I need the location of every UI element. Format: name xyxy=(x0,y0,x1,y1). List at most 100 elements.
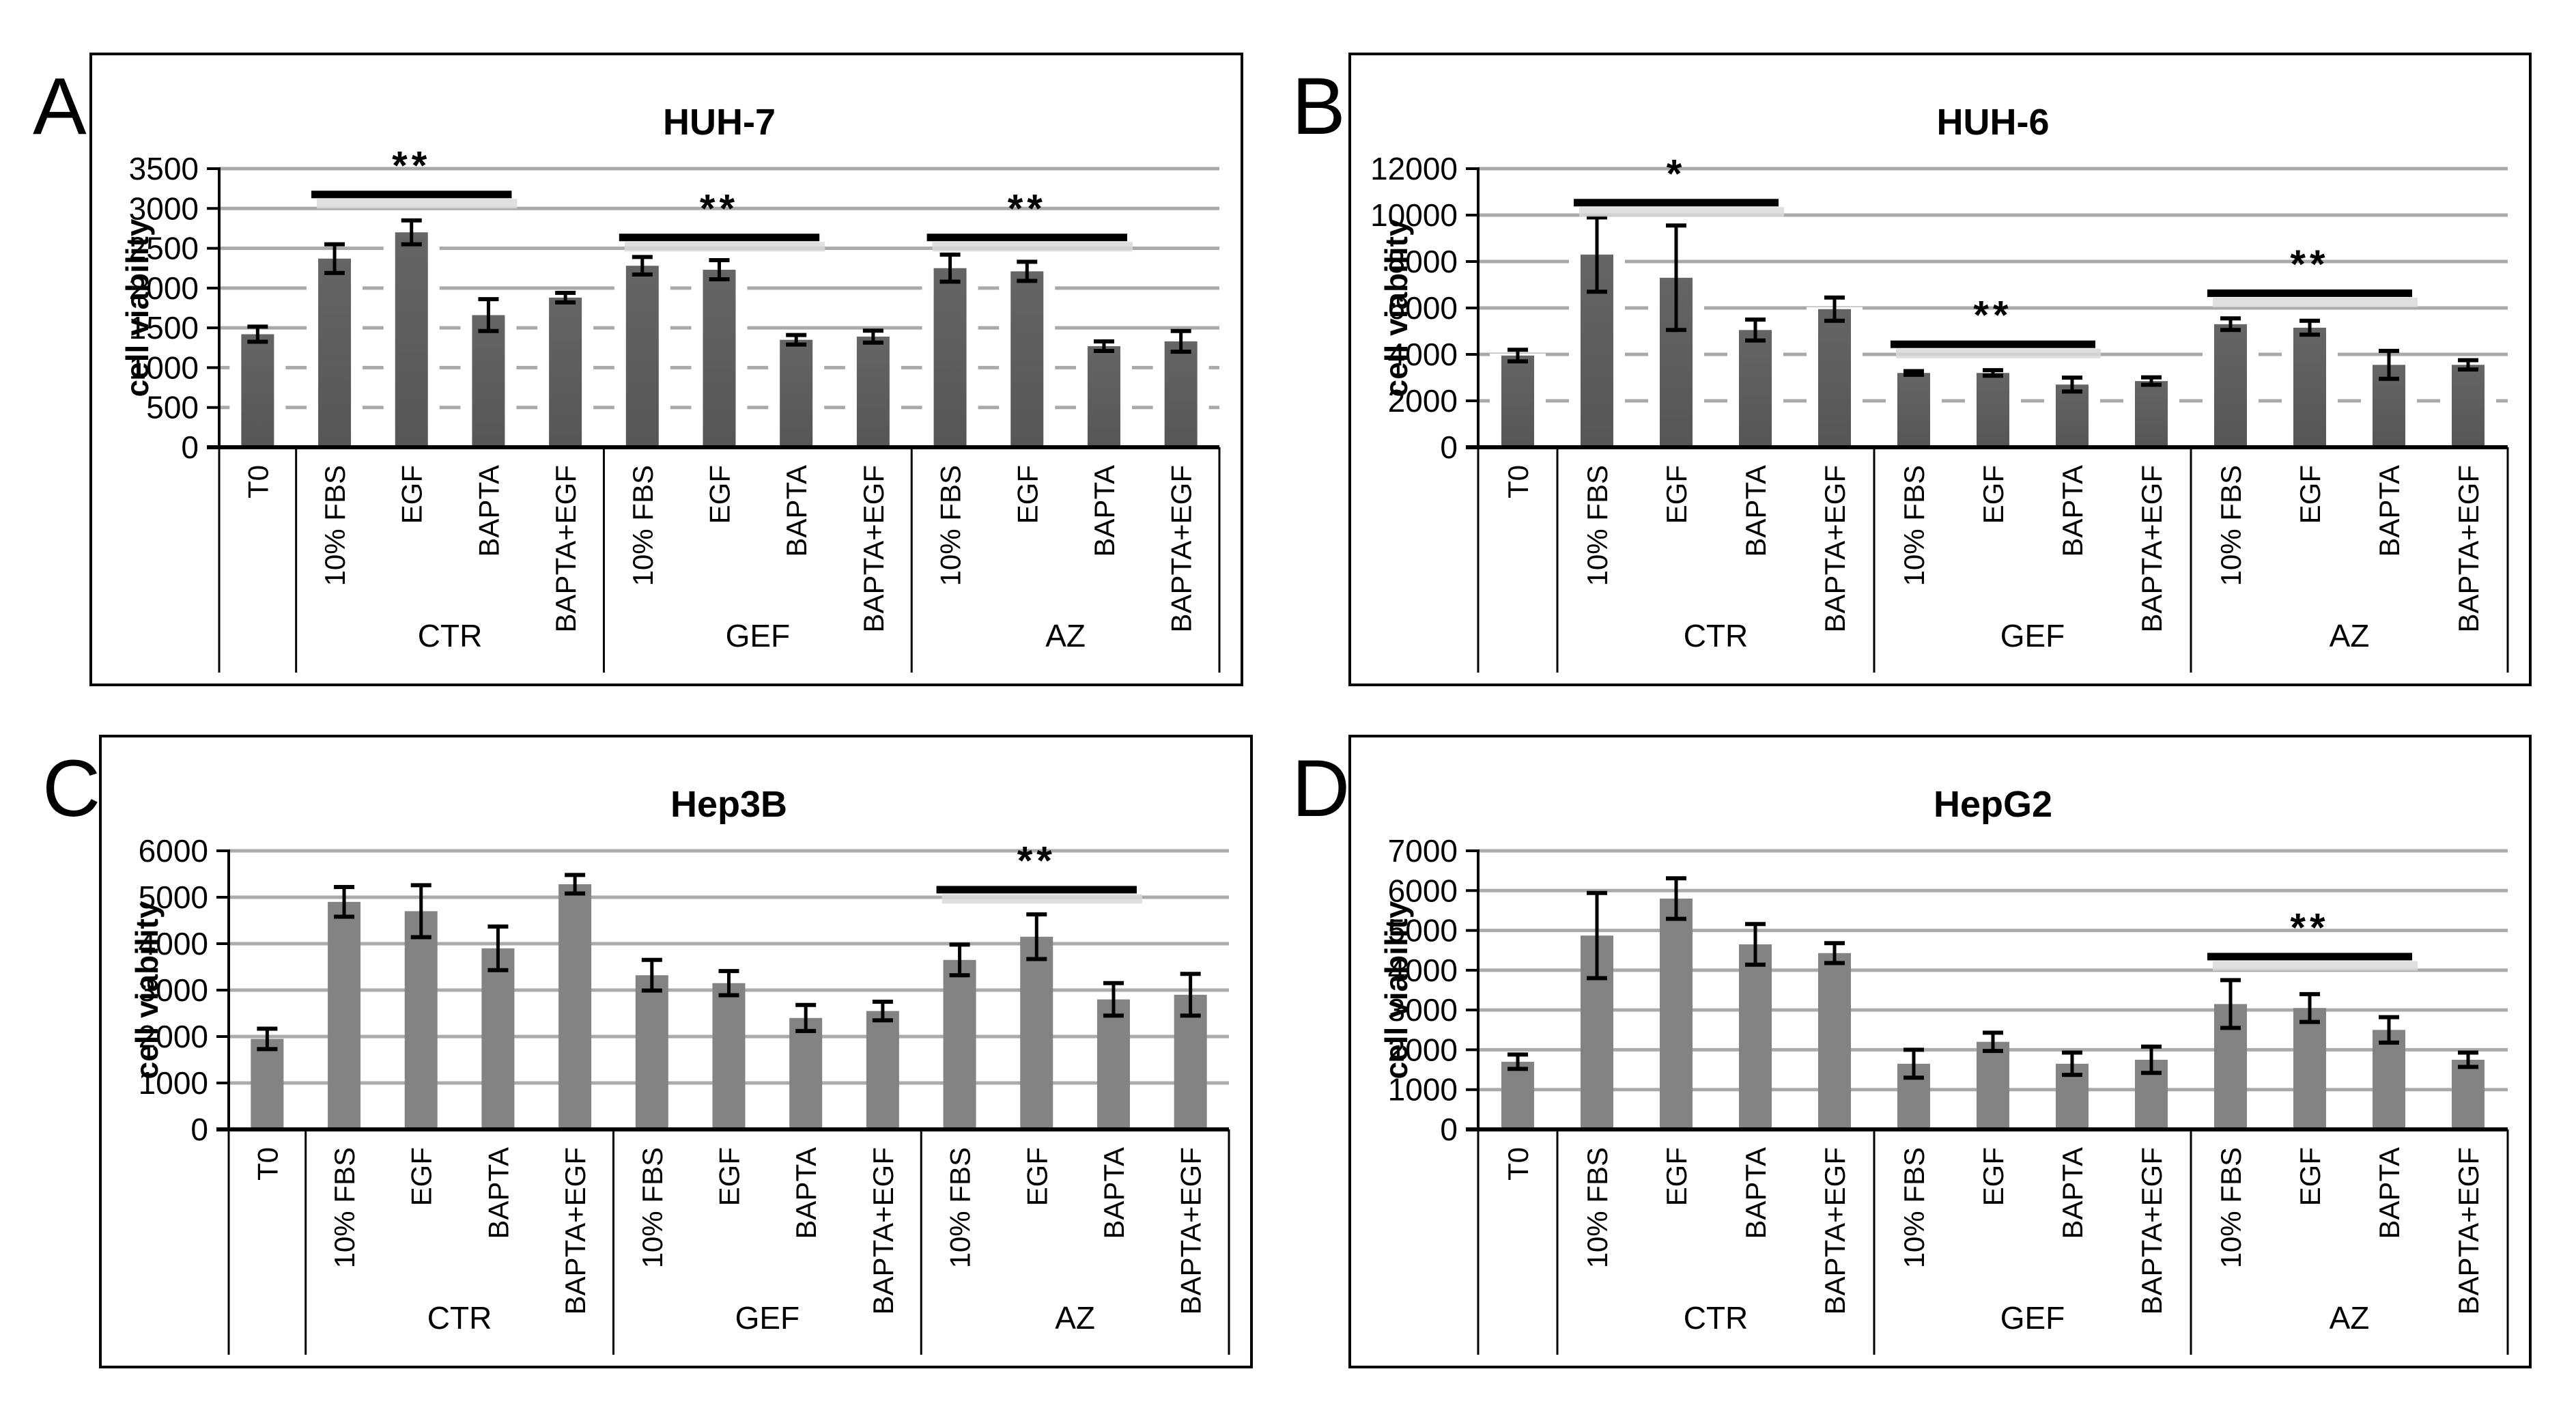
bar xyxy=(251,1039,284,1129)
significance-bracket-shadow xyxy=(1896,348,2101,358)
y-axis-tick-label: 3000 xyxy=(139,972,208,1008)
bar xyxy=(1020,936,1053,1129)
category-label: T0 xyxy=(1502,465,1534,498)
y-axis-tick-label: 2000 xyxy=(139,1019,208,1054)
y-axis-tick-label: 2000 xyxy=(1388,383,1458,419)
y-axis-tick-label: 3500 xyxy=(129,151,199,186)
significance-bracket xyxy=(2207,953,2412,961)
category-label: BAPTA xyxy=(780,465,812,557)
category-label: EGF xyxy=(1660,1147,1693,1206)
category-label: BAPTA xyxy=(1740,465,1772,557)
bar xyxy=(1010,271,1044,447)
significance-bracket-shadow xyxy=(1579,207,1784,217)
group-label: CTR xyxy=(1684,1300,1749,1336)
bar xyxy=(712,983,746,1129)
category-label: EGF xyxy=(2294,1147,2326,1206)
bar xyxy=(1096,999,1130,1129)
category-label: BAPTA xyxy=(472,465,505,557)
category-label: 10% FBS xyxy=(2215,465,2247,586)
y-axis-tick-label: 1500 xyxy=(129,310,199,346)
significance-label: ** xyxy=(1973,294,2012,338)
bar xyxy=(549,297,582,447)
bar xyxy=(1818,309,1851,447)
category-label: BAPTA+EGF xyxy=(1175,1147,1207,1314)
category-label: BAPTA+EGF xyxy=(2136,1147,2168,1314)
category-label: BAPTA+EGF xyxy=(867,1147,899,1314)
panel-title: HepG2 xyxy=(1934,784,2052,825)
y-axis-tick-label: 7000 xyxy=(1388,833,1458,869)
bar xyxy=(789,1017,823,1129)
significance-bracket xyxy=(619,234,820,242)
panel-letter: D xyxy=(1292,744,1350,834)
category-label: 10% FBS xyxy=(1581,1147,1613,1268)
group-label: CTR xyxy=(418,618,483,653)
y-axis-tick-label: 4000 xyxy=(139,926,208,961)
panel-box xyxy=(99,735,1253,1368)
bar xyxy=(472,315,505,447)
bar xyxy=(2293,1008,2326,1129)
significance-label: ** xyxy=(1017,839,1056,883)
group-label: GEF xyxy=(2000,1300,2065,1336)
category-label: T0 xyxy=(251,1147,283,1181)
category-label: BAPTA xyxy=(1088,465,1120,557)
bar xyxy=(856,336,890,447)
category-label: BAPTA+EGF xyxy=(1819,1147,1851,1314)
bar xyxy=(481,948,515,1129)
y-axis-tick-label: 10000 xyxy=(1370,197,1458,233)
bar xyxy=(703,270,736,447)
y-axis-label: cell viability xyxy=(1378,219,1414,397)
bar xyxy=(2214,324,2247,447)
category-label: 10% FBS xyxy=(1898,465,1930,586)
group-label: GEF xyxy=(726,618,791,653)
chart-panel: HUH-6 cell viability 0 2000 4000 6000 8000 1000… xyxy=(1348,53,2532,686)
y-axis-tick-label: 0 xyxy=(1440,1112,1458,1147)
panel-letter: B xyxy=(1292,61,1346,152)
panel-title: Hep3B xyxy=(670,784,787,825)
significance-label: ** xyxy=(392,143,431,188)
category-label: BAPTA xyxy=(2373,465,2405,557)
category-label: EGF xyxy=(713,1147,746,1206)
significance-label: ** xyxy=(700,186,739,231)
panel-letter: A xyxy=(33,61,87,152)
y-axis-tick-label: 500 xyxy=(146,390,199,425)
y-axis-tick-label: 3000 xyxy=(129,191,199,226)
significance-bracket xyxy=(2207,289,2412,297)
category-label: EGF xyxy=(1977,465,2009,524)
category-label: BAPTA xyxy=(2373,1147,2405,1239)
y-axis-tick-label: 8000 xyxy=(1388,244,1458,279)
category-label: 10% FBS xyxy=(1581,465,1613,586)
significance-bracket xyxy=(926,234,1127,242)
y-axis-tick-label: 2000 xyxy=(129,270,199,306)
group-label: AZ xyxy=(1045,618,1086,653)
category-label: BAPTA+EGF xyxy=(2452,1147,2485,1314)
y-axis-tick-label: 1000 xyxy=(139,1065,208,1101)
significance-bracket-shadow xyxy=(317,199,518,209)
bar xyxy=(558,884,592,1129)
bar xyxy=(1739,944,1772,1129)
bar xyxy=(241,334,274,447)
category-label: BAPTA xyxy=(790,1147,822,1239)
group-label: AZ xyxy=(1055,1300,1095,1336)
category-label: T0 xyxy=(242,465,274,498)
bar xyxy=(2293,327,2326,447)
category-label: EGF xyxy=(1021,1147,1053,1206)
bar xyxy=(1660,898,1693,1129)
bar xyxy=(2373,1030,2405,1129)
category-label: BAPTA+EGF xyxy=(858,465,890,632)
category-label: BAPTA xyxy=(1740,1147,1772,1239)
y-axis-tick-label: 2500 xyxy=(129,231,199,266)
significance-bracket xyxy=(1891,340,2095,348)
bar xyxy=(1977,1041,2009,1129)
panel-title: HUH-7 xyxy=(663,102,776,143)
significance-label: ** xyxy=(1008,186,1047,231)
category-label: EGF xyxy=(1011,465,1043,524)
y-axis-tick-label: 6000 xyxy=(1388,873,1458,908)
y-axis-label: cell viability xyxy=(129,901,165,1079)
bar xyxy=(2056,384,2089,447)
category-label: BAPTA xyxy=(2056,465,2089,557)
bar xyxy=(1977,373,2009,447)
chart-panel: HepG2 cell viability 0 1000 2000 3000 4000 5000… xyxy=(1348,735,2532,1368)
category-label: BAPTA xyxy=(2056,1147,2089,1239)
y-axis-tick-label: 5000 xyxy=(1388,913,1458,948)
